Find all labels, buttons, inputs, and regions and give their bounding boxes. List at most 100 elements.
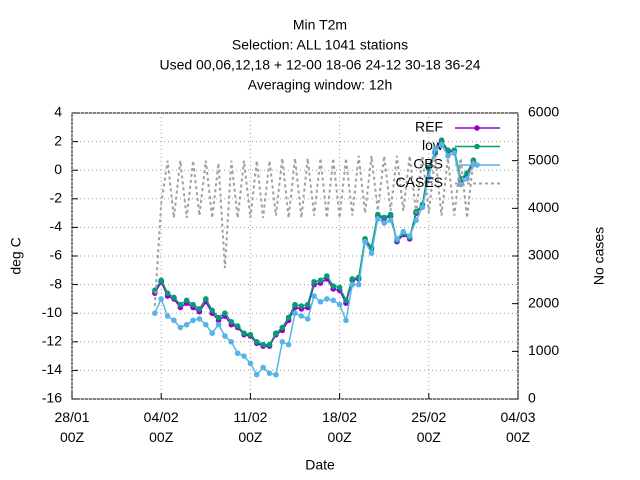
data-point xyxy=(445,153,451,159)
data-point xyxy=(432,145,438,152)
data-point xyxy=(228,339,235,345)
data-point xyxy=(279,324,286,331)
data-point xyxy=(406,233,413,239)
data-point xyxy=(311,278,317,285)
x-tick-label: 28/01 00Z xyxy=(54,409,89,445)
data-point xyxy=(381,214,388,221)
y-tick-label: -2 xyxy=(50,190,63,206)
y-tick-label: -8 xyxy=(50,275,63,291)
data-point xyxy=(324,273,330,279)
data-point xyxy=(438,137,445,143)
data-point xyxy=(381,220,388,226)
data-point xyxy=(304,316,311,322)
data-point xyxy=(158,296,164,302)
data-point xyxy=(464,175,470,182)
data-point xyxy=(183,321,190,328)
data-point xyxy=(273,371,279,378)
data-point xyxy=(336,301,343,308)
legend-marker xyxy=(474,162,480,168)
x-tick-label: 11/02 00Z xyxy=(233,409,267,445)
y-tick-label: -10 xyxy=(42,304,62,320)
data-point xyxy=(196,306,203,312)
y2-tick-label: 3000 xyxy=(528,247,559,263)
y2-tick-label: 0 xyxy=(528,390,536,406)
data-point xyxy=(470,157,477,163)
legend-label: CASES xyxy=(396,174,443,190)
y-tick-label: -4 xyxy=(50,218,63,234)
data-point xyxy=(222,310,228,317)
data-point xyxy=(196,316,203,322)
series-line xyxy=(154,140,475,347)
data-point xyxy=(190,301,196,308)
data-point xyxy=(304,301,311,308)
data-point xyxy=(451,150,458,156)
x-tick-label: 25/02 00Z xyxy=(411,409,446,445)
chart-title: Selection: ALL 1041 stations xyxy=(232,37,408,53)
data-point xyxy=(311,293,317,299)
data-point xyxy=(241,353,247,359)
legend-label: low xyxy=(422,137,444,153)
data-point xyxy=(171,294,177,301)
data-point xyxy=(215,314,222,321)
data-point xyxy=(183,297,190,304)
data-point xyxy=(279,339,286,345)
data-point xyxy=(164,313,171,319)
data-point xyxy=(387,211,394,218)
data-point xyxy=(375,211,381,218)
data-point xyxy=(152,310,158,317)
data-point xyxy=(266,370,273,377)
data-point xyxy=(317,277,324,284)
legend-label: OBS xyxy=(413,156,443,172)
y2-axis-label: No cases xyxy=(591,227,607,285)
x-tick-label: 18/02 00Z xyxy=(322,409,357,445)
chart-title: Min T2m xyxy=(293,17,347,33)
data-point xyxy=(234,350,241,357)
data-point xyxy=(260,341,266,348)
data-point xyxy=(355,281,362,288)
data-point xyxy=(426,174,432,181)
data-point xyxy=(177,301,184,308)
data-point xyxy=(273,330,279,337)
data-point xyxy=(445,147,451,153)
data-point xyxy=(317,298,324,305)
data-point xyxy=(190,317,196,324)
data-point xyxy=(209,330,215,337)
data-point xyxy=(222,333,228,339)
data-point xyxy=(375,216,381,222)
data-point xyxy=(298,313,305,319)
data-point xyxy=(438,141,445,148)
data-point xyxy=(247,331,254,338)
data-point xyxy=(266,341,273,348)
legend-label: REF xyxy=(415,119,443,135)
data-point xyxy=(253,339,260,345)
data-point xyxy=(253,371,260,378)
data-point xyxy=(324,296,330,302)
x-tick-label: 04/02 00Z xyxy=(144,409,179,445)
y2-tick-label: 6000 xyxy=(528,104,559,120)
data-point xyxy=(387,217,394,224)
data-point xyxy=(209,307,215,314)
data-point xyxy=(292,301,298,308)
chart-title: Used 00,06,12,18 + 12-00 18-06 24-12 30-… xyxy=(159,57,480,73)
data-point xyxy=(292,310,298,317)
data-point xyxy=(260,364,266,371)
data-point xyxy=(241,330,247,337)
legend-marker xyxy=(474,125,480,131)
y-axis-label: deg C xyxy=(8,237,24,274)
data-point xyxy=(177,324,184,331)
data-point xyxy=(203,296,209,302)
y-tick-label: 0 xyxy=(54,161,62,177)
y2-tick-label: 1000 xyxy=(528,342,559,358)
data-point xyxy=(368,250,375,256)
legend-marker xyxy=(474,143,480,150)
data-point xyxy=(400,228,407,235)
y-tick-label: 2 xyxy=(54,132,62,148)
data-point xyxy=(215,321,222,328)
data-point xyxy=(164,290,171,296)
data-point xyxy=(285,341,292,348)
series-line xyxy=(153,155,475,307)
data-point xyxy=(330,283,337,289)
data-point xyxy=(349,276,356,282)
y2-tick-label: 5000 xyxy=(528,151,559,167)
